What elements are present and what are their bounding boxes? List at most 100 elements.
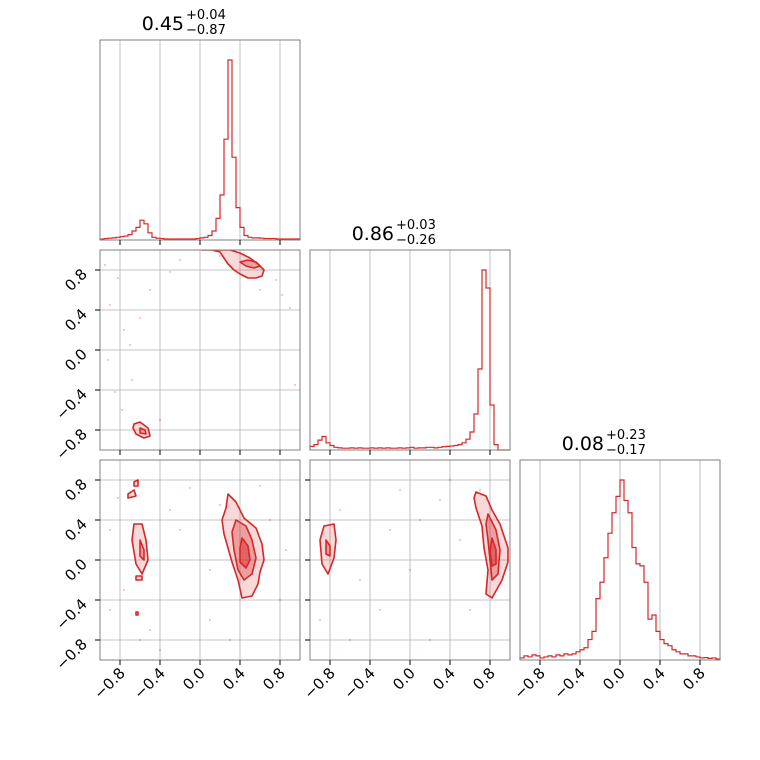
x-tick-label: 0.0 [179,664,209,694]
x-tick-label: −0.4 [130,664,168,702]
marginal-title-value: 0.08 [562,433,604,455]
scatter-point [120,408,124,412]
x-tick-label: −0.8 [300,664,338,702]
scatter-point [108,528,112,532]
y-tick-label: −0.8 [52,635,90,673]
contour-middle [139,427,147,435]
marginal-title-plus: +0.03 [396,218,436,233]
scatter-point [122,328,126,332]
scatter-point [208,568,212,572]
contour-outer [135,575,143,581]
scatter-point [188,486,192,490]
marginal-title-plus: +0.23 [606,428,646,443]
scatter-point [178,528,182,532]
x-tick-label: −0.8 [90,664,128,702]
pair-content [108,479,288,652]
panel-hist-0: 0.45 +0.04−0.87 [99,8,301,245]
scatter-point [318,618,322,622]
histogram-step [309,269,510,451]
scatter-point [218,503,222,507]
y-tick-label: 0.4 [61,515,91,545]
contour-middle [325,539,331,557]
contour-outer [127,489,137,499]
scatter-point [288,306,292,310]
scatter-point [378,608,382,612]
contour-outer [319,523,337,575]
scatter-point [106,358,110,362]
scatter-point [116,496,120,500]
x-tick-label: 0.4 [429,664,459,694]
x-tick-label: 0.8 [259,664,289,694]
scatter-point [418,518,422,522]
panel-pair-0: −0.8−0.4 0.0 0.4 0.8 [52,249,301,464]
contour-outer [133,479,139,487]
pair-content [318,478,509,642]
scatter-point [338,508,342,512]
x-tick-label: 0.8 [679,664,709,694]
scatter-point [428,638,432,642]
scatter-point [148,288,152,292]
scatter-point [168,270,172,274]
scatter-point [398,488,402,492]
scatter-point [348,638,352,642]
x-tick-label: 0.0 [389,664,419,694]
x-tick-label: 0.8 [469,664,499,694]
scatter-point [278,598,282,602]
contour-outer [135,611,139,616]
scatter-point [408,568,412,572]
marginal-title-minus: −0.87 [186,23,226,38]
contour-inner [489,537,497,567]
x-tick-label: −0.4 [550,664,588,702]
scatter-point [228,638,232,642]
scatter-point [280,293,284,297]
scatter-point [130,378,134,382]
scatter-point [113,390,117,394]
scatter-point [258,484,262,488]
contour-middle [139,539,145,561]
marginal-title-minus: −0.17 [606,443,646,458]
contour-inner [239,537,251,569]
scatter-point [458,538,462,542]
panel-pair-1: −0.8 −0.4 0.0 0.4 0.8−0.8−0.40.00.40.8 [52,459,301,703]
scatter-point [108,303,112,307]
y-tick-label: 0.4 [61,305,91,335]
contour-outer [201,250,265,279]
x-tick-label: 0.4 [219,664,249,694]
scatter-point [284,548,288,552]
scatter-point [128,343,132,347]
scatter-point [358,578,362,582]
x-tick-label: 0.4 [639,664,669,694]
scatter-point [116,276,120,280]
y-tick-label: −0.4 [52,385,90,423]
y-tick-label: 0.8 [61,475,91,505]
scatter-point [258,288,262,292]
histogram-step [519,479,721,660]
y-tick-label: 0.0 [61,345,91,375]
scatter-point [274,278,278,282]
scatter-point [268,518,272,522]
scatter-point [138,638,142,642]
marginal-title-minus: −0.26 [396,233,436,248]
scatter-point [178,258,182,262]
x-tick-label: 0.0 [599,664,629,694]
y-tick-label: 0.8 [61,265,91,295]
scatter-point [103,263,107,267]
scatter-point [158,648,162,652]
scatter-point [388,528,392,532]
scatter-point [293,383,297,387]
scatter-point [468,608,472,612]
panel-hist-1: 0.86 +0.03−0.26 [309,218,511,455]
marginal-title-value: 0.45 [142,13,184,35]
scatter-point [438,498,442,502]
histogram-step [99,59,301,240]
marginal-title-value: 0.86 [352,223,394,245]
scatter-point [168,508,172,512]
x-tick-label: −0.4 [340,664,378,702]
x-tick-label: −0.8 [510,664,548,702]
scatter-point [208,618,212,622]
scatter-point [138,316,142,320]
scatter-point [122,588,126,592]
y-tick-label: −0.4 [52,595,90,633]
scatter-point [108,608,112,612]
